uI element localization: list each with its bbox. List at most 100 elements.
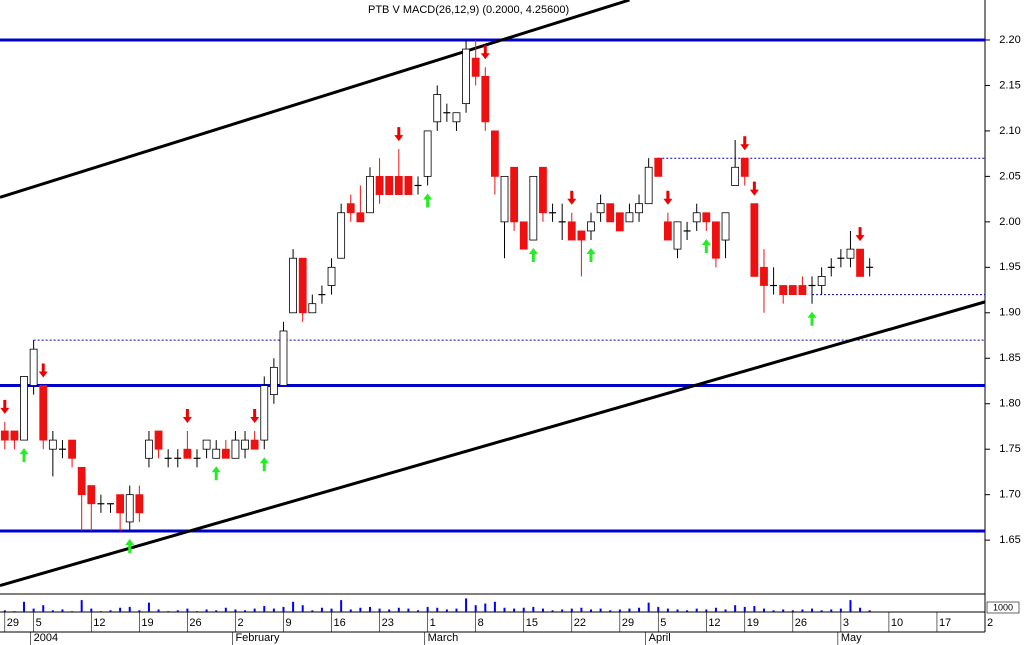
y-tick-label: 2.10 — [999, 125, 1020, 137]
candle-body — [721, 212, 730, 241]
candle-body — [68, 439, 76, 459]
candle-body — [577, 230, 586, 241]
x-tick-label: 8 — [478, 617, 484, 629]
y-tick-label: 1.90 — [999, 307, 1020, 319]
candle-body — [750, 203, 759, 277]
candle-body — [279, 330, 288, 386]
x-tick-label: 29 — [622, 617, 634, 629]
sell-arrow — [0, 399, 10, 414]
month-label: February — [235, 632, 280, 644]
x-tick-label: 5 — [660, 617, 666, 629]
candle-body — [644, 166, 653, 205]
x-tick-label: 15 — [526, 617, 538, 629]
y-tick-label: 1.95 — [999, 261, 1020, 273]
candle-body — [654, 157, 663, 177]
y-tick-label: 2.15 — [999, 79, 1020, 91]
candle-body — [567, 221, 576, 241]
candle-body — [712, 221, 720, 259]
candle-body — [20, 376, 28, 441]
candle-body — [269, 366, 278, 396]
sell-arrow — [480, 45, 490, 60]
candle-body — [202, 439, 211, 450]
buy-arrow — [586, 248, 596, 263]
x-tick-label: 23 — [382, 617, 394, 629]
sell-arrow — [855, 227, 865, 242]
y-tick-label: 2.05 — [999, 170, 1020, 182]
candle-body — [702, 212, 711, 223]
candle-body — [77, 466, 86, 496]
candle-body — [48, 439, 57, 450]
candle-body — [337, 212, 346, 259]
candle-body — [385, 175, 394, 195]
candle-body — [327, 266, 336, 286]
x-tick-label: 10 — [891, 617, 903, 629]
candle-body — [366, 175, 374, 214]
candle-body — [788, 285, 797, 296]
candle-body — [471, 57, 480, 77]
candle-body — [510, 166, 519, 223]
candle-body — [817, 276, 826, 286]
sell-arrow — [749, 181, 759, 196]
x-tick-label: 22 — [574, 617, 586, 629]
candle-body — [731, 166, 740, 186]
y-tick-label: 2.20 — [999, 34, 1020, 46]
x-tick-label: 19 — [747, 617, 759, 629]
candle-body — [760, 266, 768, 286]
candle-body — [308, 303, 317, 314]
candle-body — [289, 257, 297, 314]
volume-label-box — [986, 601, 1020, 614]
sell-arrow — [182, 409, 192, 424]
candle-body — [606, 203, 615, 223]
x-tick-label: 1 — [430, 617, 436, 629]
y-tick-label: 2.00 — [999, 216, 1020, 228]
sell-arrow — [394, 127, 404, 142]
candle-body — [587, 221, 595, 232]
x-tick-label: 12 — [93, 617, 105, 629]
buy-arrow — [528, 248, 538, 263]
x-tick-label: 19 — [141, 617, 153, 629]
x-tick-label: 2 — [987, 617, 993, 629]
candle-body — [212, 448, 221, 459]
candle-body — [375, 175, 384, 195]
candle-body — [87, 485, 96, 505]
x-tick-label: 29 — [7, 617, 19, 629]
candle-body — [346, 203, 355, 214]
candle-body — [615, 212, 624, 232]
trendline — [0, 0, 630, 199]
candle-body — [500, 175, 509, 223]
buy-arrow — [259, 457, 269, 472]
candle-body — [519, 221, 528, 250]
candle-body — [539, 166, 547, 214]
y-tick-label: 1.70 — [999, 489, 1020, 501]
volume-label: 1000 — [993, 602, 1013, 612]
candle-body — [154, 430, 163, 450]
candle-body — [39, 385, 48, 441]
candle-body — [692, 212, 701, 223]
candle-body — [356, 212, 365, 223]
candle-body — [260, 385, 269, 441]
candle-body — [241, 439, 249, 450]
x-tick-label: 5 — [36, 617, 42, 629]
candle-body — [145, 439, 153, 459]
candle-body — [846, 248, 855, 259]
x-tick-label: 26 — [189, 617, 201, 629]
month-label: 2004 — [34, 632, 58, 644]
candle-body — [0, 430, 9, 441]
candle-body — [183, 448, 192, 459]
y-tick-label: 1.65 — [999, 534, 1020, 546]
x-tick-label: 12 — [708, 617, 720, 629]
buy-arrow — [701, 238, 711, 253]
candle-body — [625, 212, 634, 223]
candle-body — [596, 203, 605, 214]
trendline — [0, 300, 986, 588]
candle-body — [221, 448, 230, 459]
y-tick-label: 1.75 — [999, 443, 1020, 455]
candle-body — [404, 175, 413, 195]
sell-arrow — [250, 409, 260, 424]
candle-body — [491, 130, 499, 177]
x-tick-label: 2 — [237, 617, 243, 629]
buy-arrow — [125, 539, 135, 554]
candle-body — [135, 494, 144, 514]
